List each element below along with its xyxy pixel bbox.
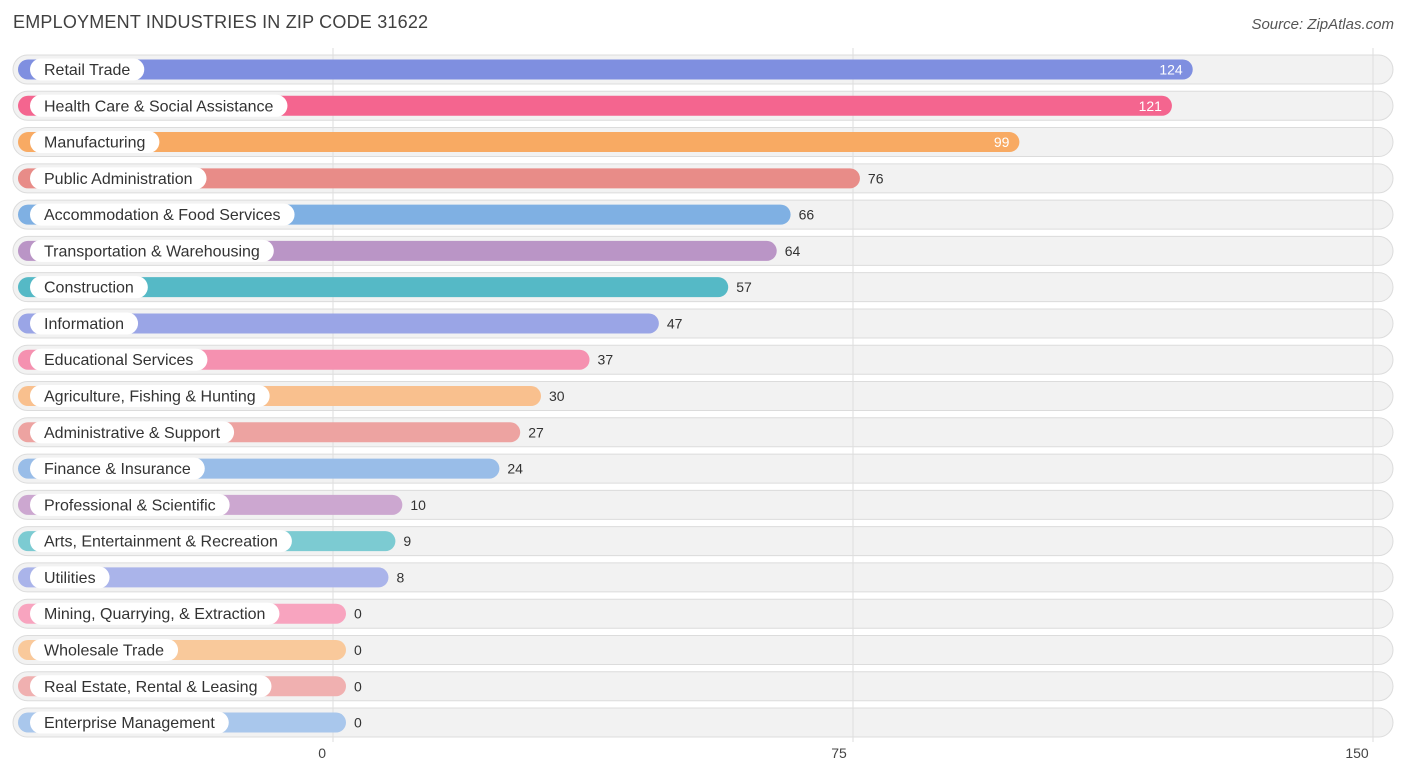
- value-label: 66: [799, 207, 815, 223]
- value-label: 121: [1139, 98, 1163, 114]
- bar: [18, 313, 659, 334]
- category-label: Mining, Quarrying, & Extraction: [44, 606, 265, 623]
- value-label: 76: [868, 170, 884, 186]
- value-label: 37: [598, 352, 614, 368]
- value-label: 24: [507, 461, 523, 477]
- bar: [18, 59, 1193, 80]
- value-label: 10: [410, 497, 426, 513]
- row-background: [12, 707, 1394, 738]
- category-label: Public Administration: [44, 171, 193, 188]
- label-pill: [30, 566, 110, 589]
- category-label: Arts, Entertainment & Recreation: [44, 534, 278, 551]
- category-label: Accommodation & Food Services: [44, 207, 281, 224]
- bar-row: Finance & Insurance 24: [18, 457, 523, 480]
- label-pill: [30, 457, 205, 480]
- value-label: 9: [403, 533, 411, 549]
- value-label: 57: [736, 279, 752, 295]
- category-label: Information: [44, 316, 124, 333]
- x-tick-label: 75: [831, 745, 847, 761]
- bar-row: Administrative & Support 27: [18, 421, 544, 444]
- label-pill: [30, 421, 235, 444]
- category-label: Administrative & Support: [44, 425, 221, 442]
- category-label: Finance & Insurance: [44, 461, 191, 478]
- label-pill: [30, 711, 229, 734]
- bar: [18, 95, 1172, 116]
- value-label: 0: [354, 606, 362, 622]
- label-pill: [30, 348, 208, 371]
- bar-row: Health Care & Social Assistance 121: [18, 94, 1172, 117]
- value-label: 64: [785, 243, 801, 259]
- label-pill: [30, 602, 280, 625]
- value-label: 99: [994, 134, 1010, 150]
- label-pill: [30, 530, 292, 553]
- value-label: 8: [396, 569, 404, 585]
- bar-row: Arts, Entertainment & Recreation 9: [18, 530, 411, 553]
- label-pill: [30, 276, 148, 299]
- bar: [18, 277, 729, 298]
- category-label: Retail Trade: [44, 62, 130, 79]
- value-label: 47: [667, 315, 683, 331]
- bar-row: Retail Trade 124: [18, 58, 1193, 81]
- value-label: 30: [549, 388, 565, 404]
- chart-title: EMPLOYMENT INDUSTRIES IN ZIP CODE 31622: [13, 12, 429, 32]
- category-label: Health Care & Social Assistance: [44, 98, 274, 115]
- bar-row: Utilities 8: [18, 566, 404, 589]
- bar-row: Educational Services 37: [18, 348, 614, 371]
- label-pill: [30, 312, 139, 335]
- row-background: [12, 671, 1394, 702]
- bar-row: Professional & Scientific 10: [18, 493, 426, 516]
- bar-row: Enterprise Management 0: [18, 711, 362, 734]
- label-pill: [30, 239, 274, 262]
- bar-row: Public Administration 76: [18, 167, 884, 190]
- category-label: Professional & Scientific: [44, 497, 216, 514]
- row-background: [12, 634, 1394, 665]
- label-pill: [30, 131, 160, 154]
- bar: [18, 168, 860, 189]
- bar: [18, 567, 389, 588]
- x-tick-label: 0: [318, 745, 326, 761]
- label-pill: [30, 638, 179, 661]
- category-label: Manufacturing: [44, 135, 145, 152]
- category-label: Construction: [44, 280, 134, 297]
- value-label: 0: [354, 715, 362, 731]
- category-label: Enterprise Management: [44, 715, 215, 732]
- bar-row: Mining, Quarrying, & Extraction 0: [18, 602, 362, 625]
- category-label: Wholesale Trade: [44, 642, 164, 659]
- label-pill: [30, 203, 295, 226]
- bar: [18, 132, 1020, 153]
- label-pill: [30, 58, 145, 81]
- value-label: 0: [354, 642, 362, 658]
- value-label: 27: [528, 424, 544, 440]
- category-label: Educational Services: [44, 352, 193, 369]
- label-pill: [30, 94, 288, 117]
- bar-row: Agriculture, Fishing & Hunting 30: [18, 385, 565, 408]
- x-tick-label: 150: [1345, 745, 1369, 761]
- label-pill: [30, 675, 272, 698]
- bar-row: Transportation & Warehousing 64: [18, 239, 801, 262]
- category-label: Utilities: [44, 570, 96, 587]
- bar-row: Construction 57: [18, 276, 752, 299]
- bar-row: Manufacturing 99: [18, 131, 1020, 154]
- value-label: 0: [354, 678, 362, 694]
- value-label: 124: [1159, 62, 1183, 78]
- source-label: Source: ZipAtlas.com: [1251, 16, 1394, 33]
- bar-row: Information 47: [18, 312, 683, 335]
- label-pill: [30, 167, 207, 190]
- bar-row: Real Estate, Rental & Leasing 0: [18, 675, 362, 698]
- label-pill: [30, 385, 270, 408]
- category-label: Agriculture, Fishing & Hunting: [44, 389, 256, 406]
- bar-row: Accommodation & Food Services 66: [18, 203, 815, 226]
- row-background: [12, 598, 1394, 629]
- bar-row: Wholesale Trade 0: [18, 638, 362, 661]
- label-pill: [30, 493, 230, 516]
- category-label: Real Estate, Rental & Leasing: [44, 679, 257, 696]
- category-label: Transportation & Warehousing: [44, 243, 260, 260]
